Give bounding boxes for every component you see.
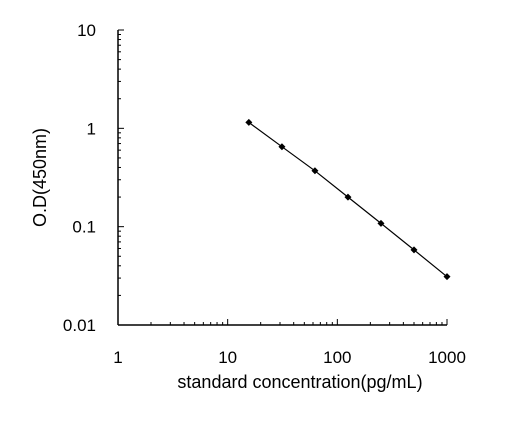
y-tick-labels: 10 1 0.1 0.01 [63,21,96,335]
x-tick-label: 10 [218,348,237,367]
x-tick-labels: 1 10 100 1000 [113,348,466,367]
x-tick-label: 1000 [428,348,466,367]
minor-ticks [117,29,448,326]
y-tick-label: 0.01 [63,316,96,335]
data-points [245,118,451,281]
data-point [311,167,319,175]
x-tick-label: 100 [323,348,351,367]
y-tick-label: 0.1 [72,218,96,237]
data-point [443,273,451,281]
data-point [245,118,253,126]
y-tick-label: 10 [77,21,96,40]
data-point [278,143,286,151]
y-axis-label: O.D(450nm) [30,128,50,227]
data-point [377,219,385,227]
x-tick-label: 1 [113,348,122,367]
data-point [344,193,352,201]
x-axis-label: standard concentration(pg/mL) [177,372,422,392]
data-point [410,246,418,254]
y-tick-label: 1 [87,119,96,138]
